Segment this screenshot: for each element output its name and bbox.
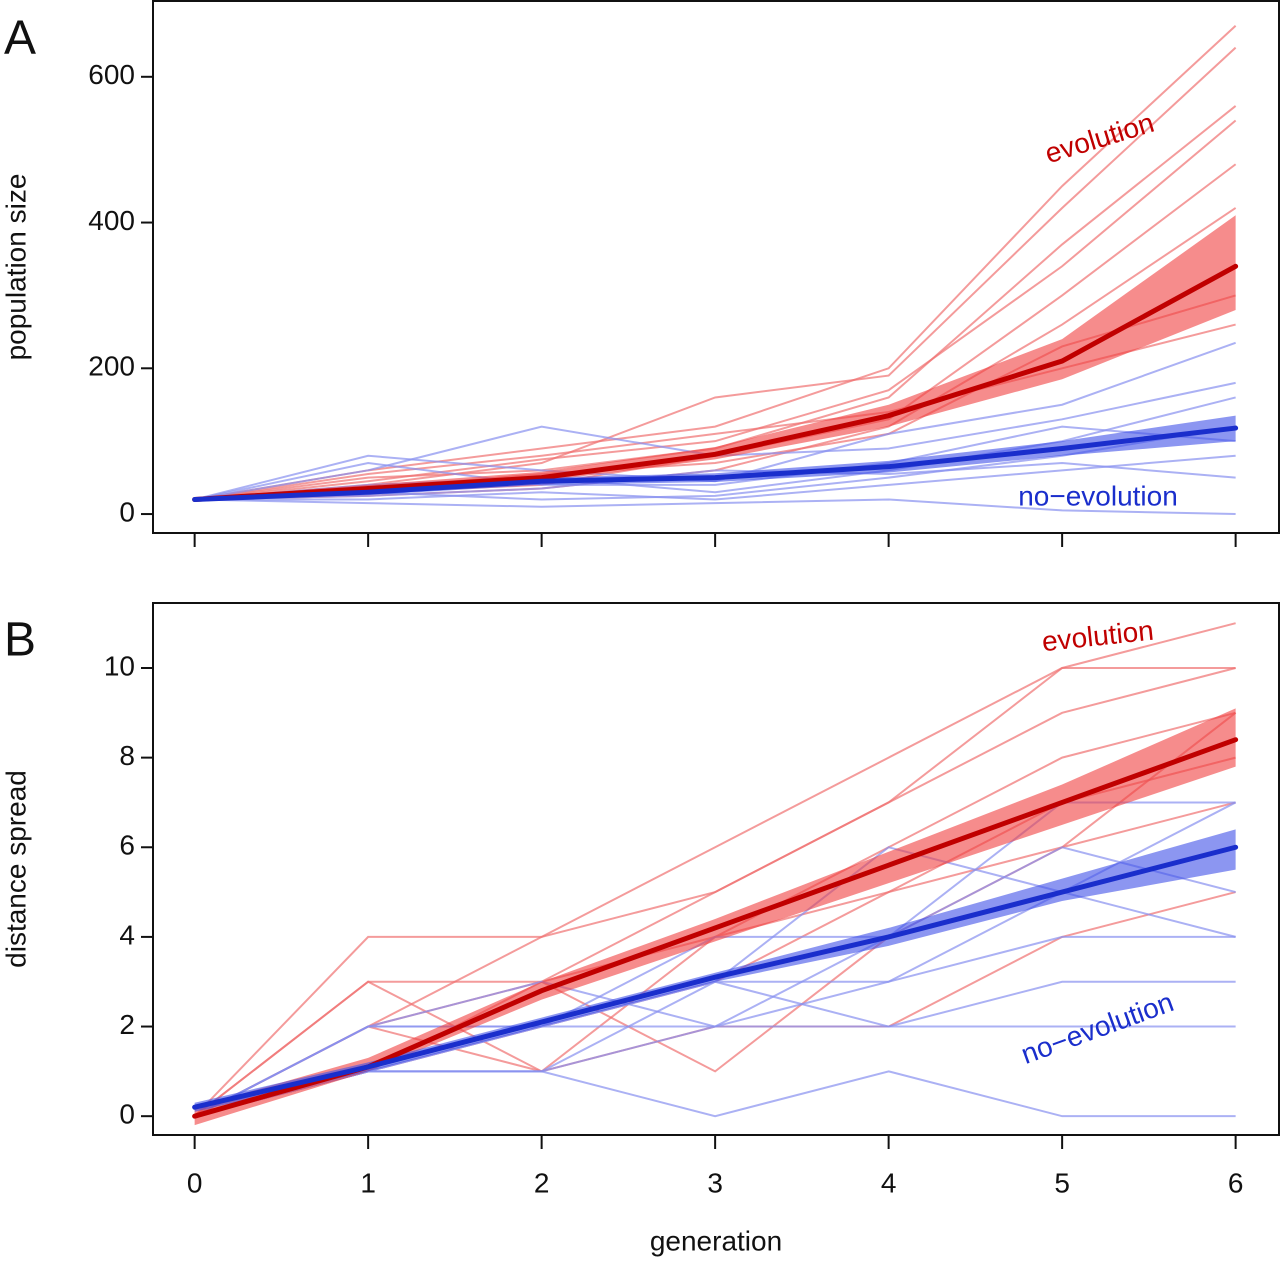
x-tick-label: 6 [1228,1167,1244,1198]
x-tick-label: 3 [707,1167,723,1198]
y-tick-label: 0 [119,496,135,527]
y-tick-label: 600 [88,59,135,90]
replicate-line [194,1070,1236,1118]
y-tick-label: 0 [119,1099,135,1130]
confidence-band [194,829,1236,1112]
series-annotation: evolution [1040,615,1155,658]
mean-line [192,263,1239,502]
x-tick-label: 4 [881,1167,897,1198]
series-annotation: evolution [1041,107,1157,169]
series-annotation: no−evolution [1018,480,1178,511]
replicate-line [194,711,1236,1117]
y-tick-label: 2 [119,1009,135,1040]
mean-line [192,737,1239,1119]
replicate-line [194,498,1236,516]
replicate-line [194,46,1237,501]
confidence-band [194,708,1236,1126]
y-tick-label: 10 [104,650,135,681]
x-tick-label: 0 [187,1167,203,1198]
plot-area [192,25,1239,516]
replicate-line [194,119,1237,501]
confidence-band [194,215,1236,501]
mean-line [192,425,1239,502]
y-tick-label: 4 [119,919,135,950]
x-tick-label: 2 [534,1167,550,1198]
mean-line [192,844,1239,1110]
y-tick-label: 200 [88,351,135,382]
y-tick-label: 8 [119,740,135,771]
plot-area [192,622,1239,1126]
y-axis-label: distance spread [0,770,31,968]
panel-label: A [4,12,36,65]
replicate-line [194,462,1236,501]
series-annotation: no−evolution [1017,986,1178,1070]
x-tick-label: 5 [1054,1167,1070,1198]
x-axis-label: generation [650,1225,782,1256]
replicate-line [194,425,1236,501]
confidence-band [194,415,1236,501]
panel-label: B [4,614,36,667]
x-tick-label: 1 [360,1167,376,1198]
replicate-line [194,712,1237,1118]
replicate-line [194,396,1236,501]
y-tick-label: 400 [88,205,135,236]
replicate-line [194,454,1236,501]
replicate-line [194,980,1236,1118]
y-tick-label: 6 [119,830,135,861]
y-axis-label: population size [0,174,31,361]
